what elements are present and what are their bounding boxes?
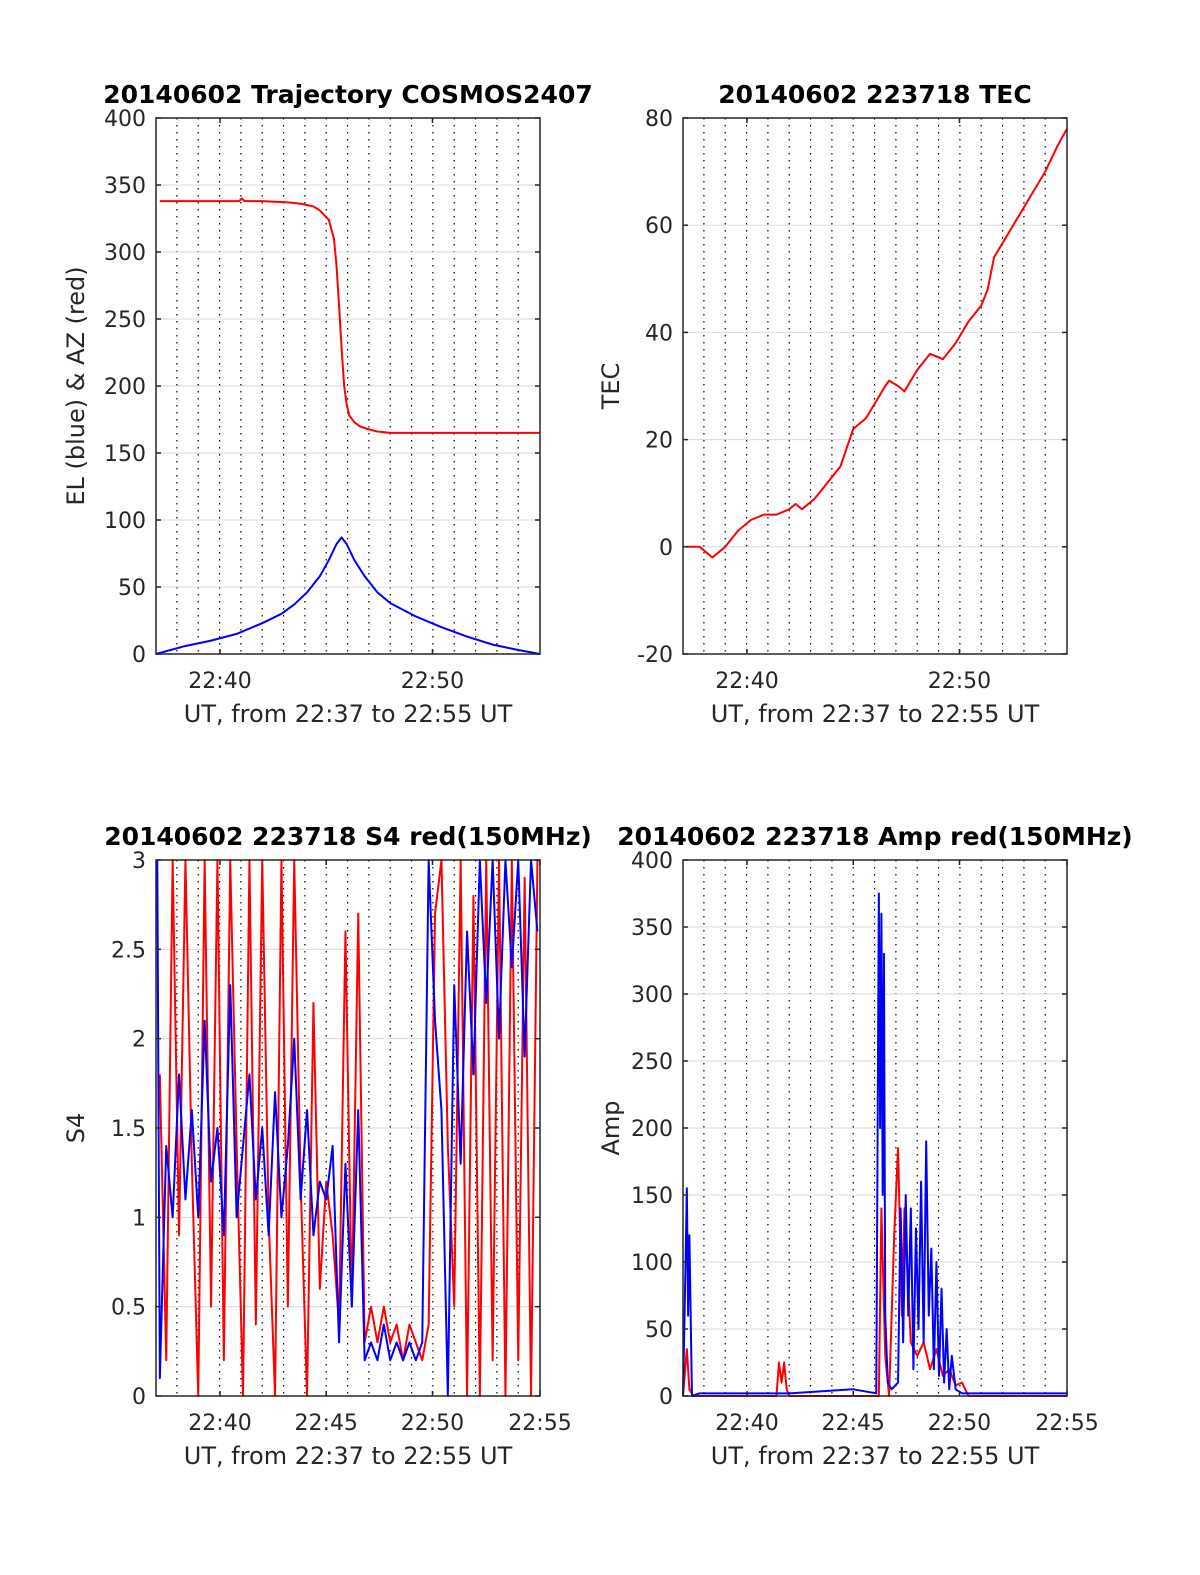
plot-area (683, 118, 1067, 654)
y-tick-label: 80 (645, 107, 673, 132)
subplot-4: 0 50 100 150 200 250 300 350 400 22:40 22:45 22:50 2… (597, 822, 1133, 1470)
x-tick-label: 22:45 (295, 1411, 358, 1436)
y-axis-label: Amp (597, 1100, 625, 1155)
y-tick-label: 150 (104, 442, 146, 467)
x-axis-label: UT, from 22:37 to 22:55 UT (184, 1442, 513, 1470)
x-tick-label: 22:50 (928, 669, 991, 694)
x-axis-label: UT, from 22:37 to 22:55 UT (184, 700, 513, 728)
y-tick-label: 250 (104, 308, 146, 333)
y-tick-label: 0 (132, 643, 146, 668)
chart-title: 20140602 223718 S4 red(150MHz) (104, 822, 592, 851)
series-line-1 (158, 859, 539, 1397)
axes-frame (682, 117, 1068, 655)
y-tick-label: 0.5 (111, 1296, 146, 1321)
series-line-1 (159, 197, 540, 434)
x-tick-label: 22:45 (822, 1411, 885, 1436)
y-axis-label: EL (blue) & AZ (red) (62, 266, 90, 505)
y-tick-label: 100 (104, 509, 146, 534)
y-tick-label: 50 (645, 1318, 673, 1343)
series-line-2 (155, 536, 541, 655)
y-tick-label: 20 (645, 429, 673, 454)
y-tick-label: 100 (631, 1251, 673, 1276)
chart-title: 20140602 Trajectory COSMOS2407 (103, 80, 593, 109)
y-tick-label: 3 (132, 849, 146, 874)
y-tick-label: 350 (631, 916, 673, 941)
series-line-2 (156, 859, 539, 1397)
y-tick-label: 300 (104, 241, 146, 266)
y-tick-label: 1 (132, 1206, 146, 1231)
series-line-1 (686, 128, 1068, 559)
x-tick-label: 22:55 (1035, 1411, 1098, 1436)
y-tick-label: 200 (104, 375, 146, 400)
y-tick-label: 300 (631, 983, 673, 1008)
y-tick-label: 40 (645, 321, 673, 346)
series-line-2 (682, 892, 1067, 1397)
y-tick-label: 2.5 (111, 938, 146, 963)
x-tick-label: 22:50 (401, 1411, 464, 1436)
x-tick-label: 22:40 (715, 1411, 778, 1436)
y-tick-label: 0 (132, 1385, 146, 1410)
y-tick-label: 350 (104, 174, 146, 199)
subplot-1: 0 50 100 150 200 250 300 350 400 22:40 22:50 201406… (62, 80, 593, 728)
chart-title: 20140602 223718 TEC (718, 80, 1031, 109)
y-tick-label: 0 (659, 1385, 673, 1410)
x-tick-label: 22:55 (508, 1411, 571, 1436)
x-axis-label: UT, from 22:37 to 22:55 UT (711, 700, 1040, 728)
y-tick-label: 250 (631, 1050, 673, 1075)
x-tick-label: 22:40 (188, 1411, 251, 1436)
x-tick-label: 22:50 (928, 1411, 991, 1436)
x-axis-label: UT, from 22:37 to 22:55 UT (711, 1442, 1040, 1470)
y-tick-label: -20 (637, 643, 673, 668)
y-axis-label: TEC (597, 363, 625, 411)
y-tick-label: 400 (104, 107, 146, 132)
x-tick-label: 22:40 (715, 669, 778, 694)
subplot-3: 0 0.5 1 1.5 2 2.5 3 22:40 22:45 22:50 22:55 2014060… (62, 822, 592, 1470)
x-tick-label: 22:40 (188, 669, 251, 694)
x-tick-label: 22:50 (401, 669, 464, 694)
y-tick-label: 0 (659, 536, 673, 561)
y-tick-label: 200 (631, 1117, 673, 1142)
y-tick-label: 150 (631, 1184, 673, 1209)
y-tick-label: 50 (118, 576, 146, 601)
y-tick-label: 2 (132, 1028, 146, 1053)
y-tick-label: 60 (645, 214, 673, 239)
y-tick-label: 1.5 (111, 1117, 146, 1142)
chart-title: 20140602 223718 Amp red(150MHz) (617, 822, 1133, 851)
subplot-2: -20 0 20 40 60 80 22:40 22:50 20140602 223718 TE… (597, 80, 1068, 728)
y-axis-label: S4 (62, 1113, 90, 1144)
y-tick-label: 400 (631, 849, 673, 874)
